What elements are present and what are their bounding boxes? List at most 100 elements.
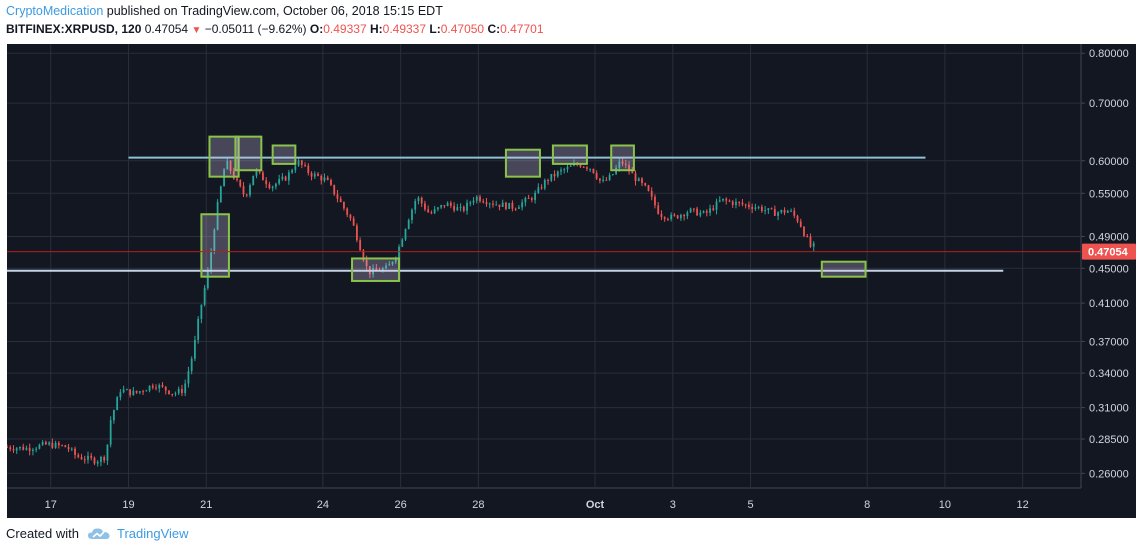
candle-body <box>6 446 8 448</box>
candle-body <box>74 448 76 455</box>
candle-body <box>605 179 608 181</box>
last-price-tag <box>1082 243 1136 260</box>
candle-body <box>537 187 540 193</box>
candle-body <box>181 388 183 394</box>
candle-body <box>116 397 119 411</box>
candle-body <box>799 221 802 227</box>
candle-body <box>365 259 368 267</box>
candle-body <box>699 212 702 216</box>
candle-body <box>637 178 640 182</box>
candle-body <box>803 226 805 236</box>
author-link[interactable]: CryptoMedication <box>6 4 104 18</box>
candle-body <box>479 196 481 202</box>
candle-body <box>634 173 637 182</box>
candle-body <box>777 212 779 216</box>
candle-body <box>22 446 25 450</box>
candle-body <box>702 211 705 213</box>
candle-body <box>161 384 164 387</box>
candle-body <box>80 457 83 460</box>
candle-body <box>692 208 695 210</box>
candle-body <box>177 388 180 394</box>
price-chart[interactable]: 0.26000 0.28500 0.31000 0.34000 0.37000 0.410… <box>6 44 1136 518</box>
axes: 0.26000 0.28500 0.31000 0.34000 0.37000 0.410… <box>45 48 1136 511</box>
candle-body <box>100 456 102 462</box>
candle-body <box>317 173 319 176</box>
annotation-box <box>200 213 230 278</box>
annotation-box <box>504 148 541 178</box>
high-value: 0.49337 <box>382 22 427 36</box>
time-tick-label: 3 <box>670 499 676 511</box>
candle-body <box>148 385 151 391</box>
tradingview-cloud-icon <box>87 528 110 539</box>
candle-body <box>566 166 569 170</box>
tradingview-brand-link[interactable]: TradingView <box>116 526 189 541</box>
candle-body <box>443 205 446 207</box>
candle-body <box>236 178 238 180</box>
candle-body <box>407 219 410 230</box>
candle-body <box>187 371 190 384</box>
candle-body <box>424 203 426 210</box>
candle-body <box>485 202 488 205</box>
candle-body <box>686 212 689 217</box>
candle-body <box>398 246 400 258</box>
candle-body <box>582 166 585 168</box>
candle-body <box>754 207 757 209</box>
candle-body <box>313 173 316 177</box>
candle-body <box>654 196 656 206</box>
candle-body <box>70 448 73 450</box>
candle-body <box>411 209 413 220</box>
price-tick-label: 0.37000 <box>1089 336 1129 348</box>
down-arrow-icon: ▼ <box>191 25 202 36</box>
low-label: L: <box>429 22 441 36</box>
candle-body <box>151 385 154 388</box>
candle-body <box>349 214 352 219</box>
candle-body <box>164 386 167 391</box>
annotation-box <box>351 257 401 282</box>
price-axis-background <box>1081 44 1136 488</box>
candle-body <box>475 196 478 201</box>
candle-body <box>275 183 277 187</box>
candle-body <box>676 215 679 219</box>
candle-body <box>440 205 443 208</box>
candle-body <box>595 172 598 179</box>
candle-body <box>524 198 527 203</box>
candle-body <box>174 393 177 395</box>
price-tick-label: 0.28500 <box>1089 434 1129 446</box>
candle-body <box>271 186 274 189</box>
annotation-box <box>610 144 635 172</box>
time-tick-label: 28 <box>472 499 484 511</box>
candle-body <box>790 210 792 212</box>
candle-body <box>132 390 135 396</box>
candle-body <box>35 448 38 450</box>
candle-body <box>712 208 715 210</box>
candle-body <box>304 164 306 166</box>
candle-body <box>427 209 430 213</box>
price-tick-label: 0.80000 <box>1089 48 1129 60</box>
candle-body <box>119 392 122 398</box>
candle-body <box>93 457 96 464</box>
candle-body <box>793 210 796 216</box>
candle-body <box>346 208 349 215</box>
candle-body <box>751 207 754 209</box>
candle-body <box>142 391 144 393</box>
candle-body <box>232 171 235 179</box>
candle-body <box>48 442 51 445</box>
candle-body <box>330 180 332 185</box>
candle-body <box>598 178 601 181</box>
candle-body <box>521 202 524 208</box>
candle-body <box>245 194 248 196</box>
candle-body <box>310 172 313 177</box>
time-tick-label: 5 <box>747 499 753 511</box>
candle-body <box>83 459 86 461</box>
candle-body <box>210 252 213 271</box>
candle-body <box>284 176 287 181</box>
candle-body <box>796 215 799 222</box>
candle-body <box>812 243 815 247</box>
candle-body <box>359 240 362 251</box>
chart-svg[interactable]: 0.26000 0.28500 0.31000 0.34000 0.37000 0.410… <box>6 44 1136 518</box>
time-tick-label: 26 <box>395 499 407 511</box>
candle-body <box>291 170 294 173</box>
high-label: H: <box>369 22 383 36</box>
candle-body <box>320 175 323 181</box>
candle-body <box>109 420 112 445</box>
